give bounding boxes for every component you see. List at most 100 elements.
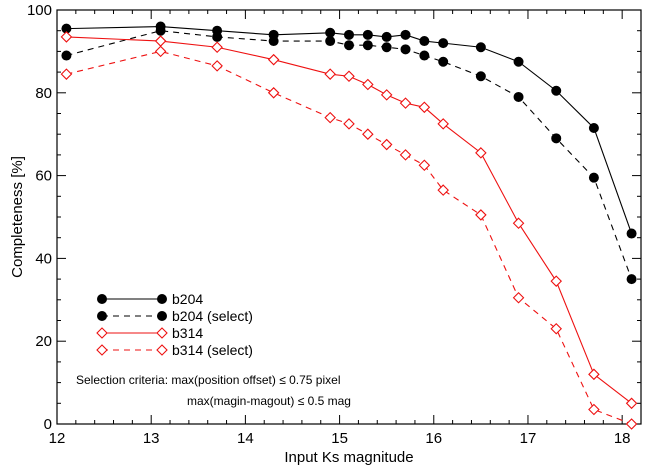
data-point [550,323,563,335]
data-point [154,35,167,47]
data-point [362,29,373,40]
data-point [513,56,524,67]
x-tick-label: 14 [237,430,254,447]
legend-label: b314 [172,325,203,341]
y-tick-label: 20 [35,333,52,350]
data-point [399,149,412,161]
annotation-magnitude-criteria: max(magin-magout) ≤ 0.5 mag [187,394,351,408]
data-point [588,172,599,183]
data-point [380,89,393,101]
data-point [267,87,280,99]
data-point [211,41,223,54]
data-point [626,274,637,285]
data-point [212,31,223,42]
data-point [625,397,638,410]
data-point [61,50,72,61]
data-point [588,122,599,133]
data-point [438,56,449,67]
data-point [324,111,336,124]
series-line [66,36,632,404]
data-point [626,228,637,239]
data-point [419,36,430,47]
legend-label: b204 [172,291,203,307]
data-point [381,42,392,53]
legend-marker [96,344,108,356]
legend-marker [97,294,107,304]
data-point [380,138,393,151]
series-1 [61,25,637,285]
axis-ticks: 12 13 14 15 16 17 18 0 20 40 60 80 100 [27,2,641,447]
legend-marker [96,327,108,339]
x-tick-label: 12 [49,430,66,447]
data-point [513,91,524,102]
series-line [66,30,633,280]
data-point [512,291,525,304]
legend-label: b314 (select) [172,342,253,358]
data-point [400,29,411,40]
data-point [588,403,600,416]
data-point [362,128,374,140]
legend-marker [97,311,107,321]
data-point [324,68,336,80]
data-point [475,71,486,82]
data-point [211,60,223,72]
data-point [438,38,449,49]
data-point [475,42,486,53]
data-point [437,118,449,130]
data-point [399,97,412,109]
series-2 [60,31,638,410]
data-point [362,40,373,51]
data-point [419,50,430,61]
data-point [267,53,280,66]
data-point [625,418,638,430]
y-tick-label: 40 [35,250,52,267]
x-tick-label: 13 [143,430,160,447]
data-point [550,275,563,287]
data-point [155,25,166,36]
x-tick-label: 17 [520,430,537,447]
legend-marker [156,344,168,356]
series-line [66,26,633,234]
data-point [400,44,411,55]
data-point [512,217,525,229]
data-point [60,68,73,80]
data-point [325,27,336,38]
data-point [343,70,355,83]
data-point [418,101,431,114]
data-point [437,184,449,196]
data-point [60,31,73,43]
data-point [344,40,354,51]
y-tick-label: 0 [44,416,52,433]
y-tick-label: 80 [35,85,52,102]
data-point [551,133,562,144]
x-tick-label: 16 [425,430,442,447]
data-point [381,31,392,42]
data-point [475,209,487,221]
legend-marker [157,311,167,321]
series-line [66,50,632,425]
data-point [418,159,431,172]
data-point [343,118,355,130]
legend-marker [156,327,168,339]
data-point [551,85,562,96]
data-point [325,36,336,47]
y-axis-label: Completeness [%] [9,156,26,278]
x-tick-label: 15 [331,430,348,447]
data-point [154,45,167,58]
legend-marker [157,294,167,304]
legend-label: b204 (select) [172,308,253,324]
series-3 [60,45,638,430]
x-tick-label: 18 [614,430,631,447]
annotation-selection-criteria: Selection criteria: max(position offset)… [76,373,341,387]
data-point [362,78,374,91]
data-point [344,29,354,40]
data-point [268,36,279,47]
data-point [475,147,487,159]
data-point [588,368,600,381]
y-tick-label: 100 [27,2,52,19]
series-0 [61,21,637,239]
series-layer [60,21,638,430]
y-tick-label: 60 [35,168,52,185]
